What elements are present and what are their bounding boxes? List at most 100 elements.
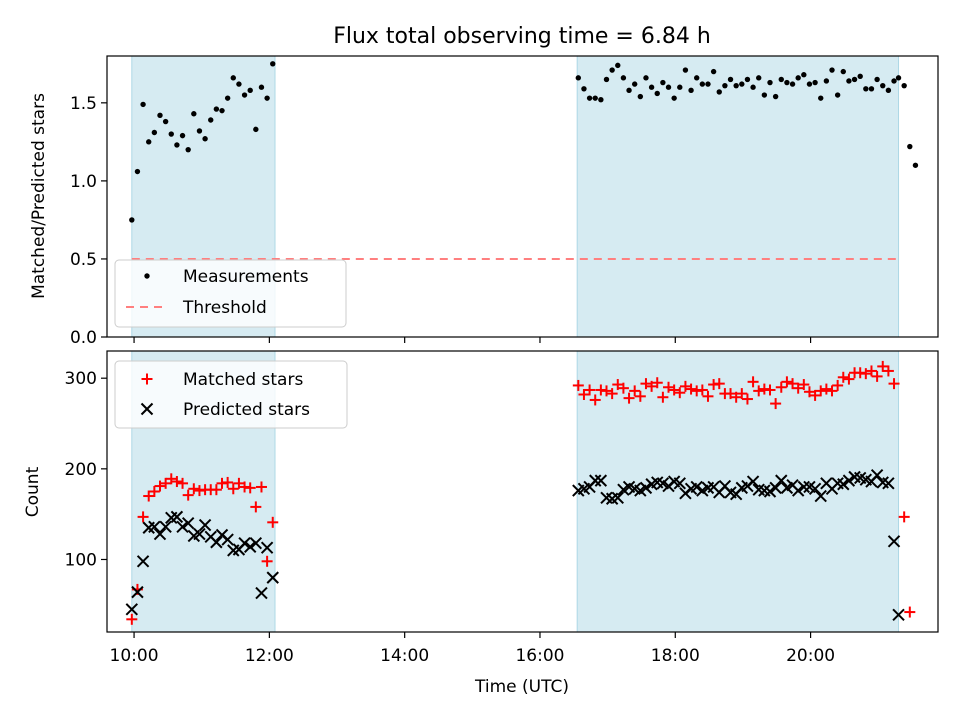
- predicted-point: [690, 480, 703, 494]
- predicted-point: [131, 585, 144, 599]
- measurement-point: [236, 81, 242, 87]
- matched-point: [646, 380, 658, 392]
- matched-point: [843, 373, 855, 385]
- legend-marker-measurements: [144, 273, 150, 279]
- predicted-point: [181, 517, 195, 530]
- measurement-point: [615, 62, 621, 69]
- measurement-point: [264, 95, 270, 101]
- legend-plus: [141, 373, 153, 385]
- plot-frame-bottom: [106, 350, 939, 633]
- measurement-point: [603, 76, 610, 83]
- measurement-point: [834, 92, 841, 98]
- matched-point: [651, 377, 663, 389]
- matched-point: [601, 385, 613, 397]
- predicted-point: [808, 482, 822, 495]
- x-axis-bottom: 10:00 12:00 14:00 16:00 18:00 20:00: [110, 632, 835, 666]
- measurement-point: [716, 89, 722, 95]
- matched-point: [837, 371, 849, 383]
- matched-point: [171, 476, 183, 488]
- legend-label-matched: Matched stars: [183, 370, 303, 390]
- measurement-point: [609, 67, 615, 73]
- measurement-point: [694, 75, 700, 81]
- matched-point: [803, 386, 815, 398]
- measurement-point: [907, 143, 913, 150]
- matched-point: [160, 477, 172, 489]
- matched-point: [227, 483, 239, 495]
- matched-point: [787, 378, 799, 390]
- predicted-point: [221, 533, 234, 546]
- spans-top: [131, 55, 900, 338]
- measurement-point: [637, 93, 644, 100]
- predicted-point: [249, 536, 263, 550]
- measurement-point: [665, 84, 672, 90]
- measurement-point: [795, 75, 801, 81]
- matched-point: [640, 378, 652, 390]
- predicted-point: [882, 477, 895, 490]
- predicted-point: [266, 571, 279, 584]
- chart-title: Flux total observing time = 6.84 h: [333, 24, 711, 49]
- matched-point: [182, 489, 194, 501]
- measurement-point: [891, 78, 897, 84]
- points-matched: [126, 360, 916, 625]
- measurement-point: [196, 128, 203, 134]
- measurement-point: [157, 112, 163, 119]
- predicted-point: [125, 603, 139, 616]
- x-tick-label: 12:00: [245, 646, 294, 666]
- measurement-point: [586, 95, 593, 101]
- measurement-point: [270, 61, 276, 67]
- x-tick-label: 20:00: [786, 646, 835, 666]
- measurement-point: [801, 72, 807, 78]
- predicted-point: [238, 536, 251, 550]
- points-predicted: [125, 468, 905, 621]
- plot-frame-top: [106, 55, 939, 338]
- predicted-point: [797, 480, 811, 494]
- matched-point: [154, 480, 166, 492]
- measurement-point: [895, 75, 902, 81]
- predicted-point: [842, 474, 856, 487]
- measurement-point: [682, 67, 689, 73]
- x-axis-label: Time (UTC): [474, 677, 569, 697]
- legend-marker-matched: [141, 373, 153, 385]
- measurement-point: [654, 90, 660, 97]
- measurement-point: [162, 118, 169, 125]
- predicted-point: [639, 481, 653, 495]
- predicted-point: [170, 510, 184, 524]
- matched-point: [820, 383, 832, 395]
- matched-point: [815, 385, 827, 397]
- legend-label-predicted: Predicted stars: [183, 400, 310, 420]
- measurement-point: [671, 95, 677, 101]
- measurement-point: [202, 136, 208, 142]
- measurement-point: [722, 82, 728, 89]
- matched-point: [809, 389, 821, 401]
- legend-top: Measurements Threshold: [114, 259, 347, 328]
- matched-point: [679, 380, 691, 392]
- predicted-point: [791, 484, 805, 497]
- measurement-point: [863, 86, 869, 92]
- matched-point: [589, 394, 601, 406]
- matched-point: [612, 379, 624, 391]
- measurement-point: [727, 76, 734, 83]
- predicted-point: [589, 474, 602, 487]
- legend-bottom: Matched stars Predicted stars: [114, 360, 348, 429]
- matched-point: [250, 501, 262, 513]
- measurement-point: [812, 79, 818, 86]
- measurement-point: [789, 81, 796, 87]
- matched-point: [882, 365, 894, 377]
- matched-point: [775, 381, 787, 393]
- predicted-point: [763, 485, 777, 498]
- y-tick-label: 1.5: [70, 94, 97, 114]
- y-tick-label: 100: [65, 550, 97, 570]
- predicted-point: [870, 468, 884, 482]
- matched-point: [126, 613, 138, 625]
- y-tick-label: 200: [65, 460, 97, 480]
- measurement-point: [901, 82, 907, 89]
- predicted-point: [673, 477, 686, 490]
- y-tick-label: 0.0: [70, 328, 97, 348]
- matched-point: [871, 370, 883, 382]
- measurement-point: [224, 95, 231, 101]
- measurement-point: [643, 75, 649, 81]
- matched-point: [764, 384, 776, 396]
- matched-point: [865, 365, 877, 377]
- measurement-point: [134, 168, 141, 175]
